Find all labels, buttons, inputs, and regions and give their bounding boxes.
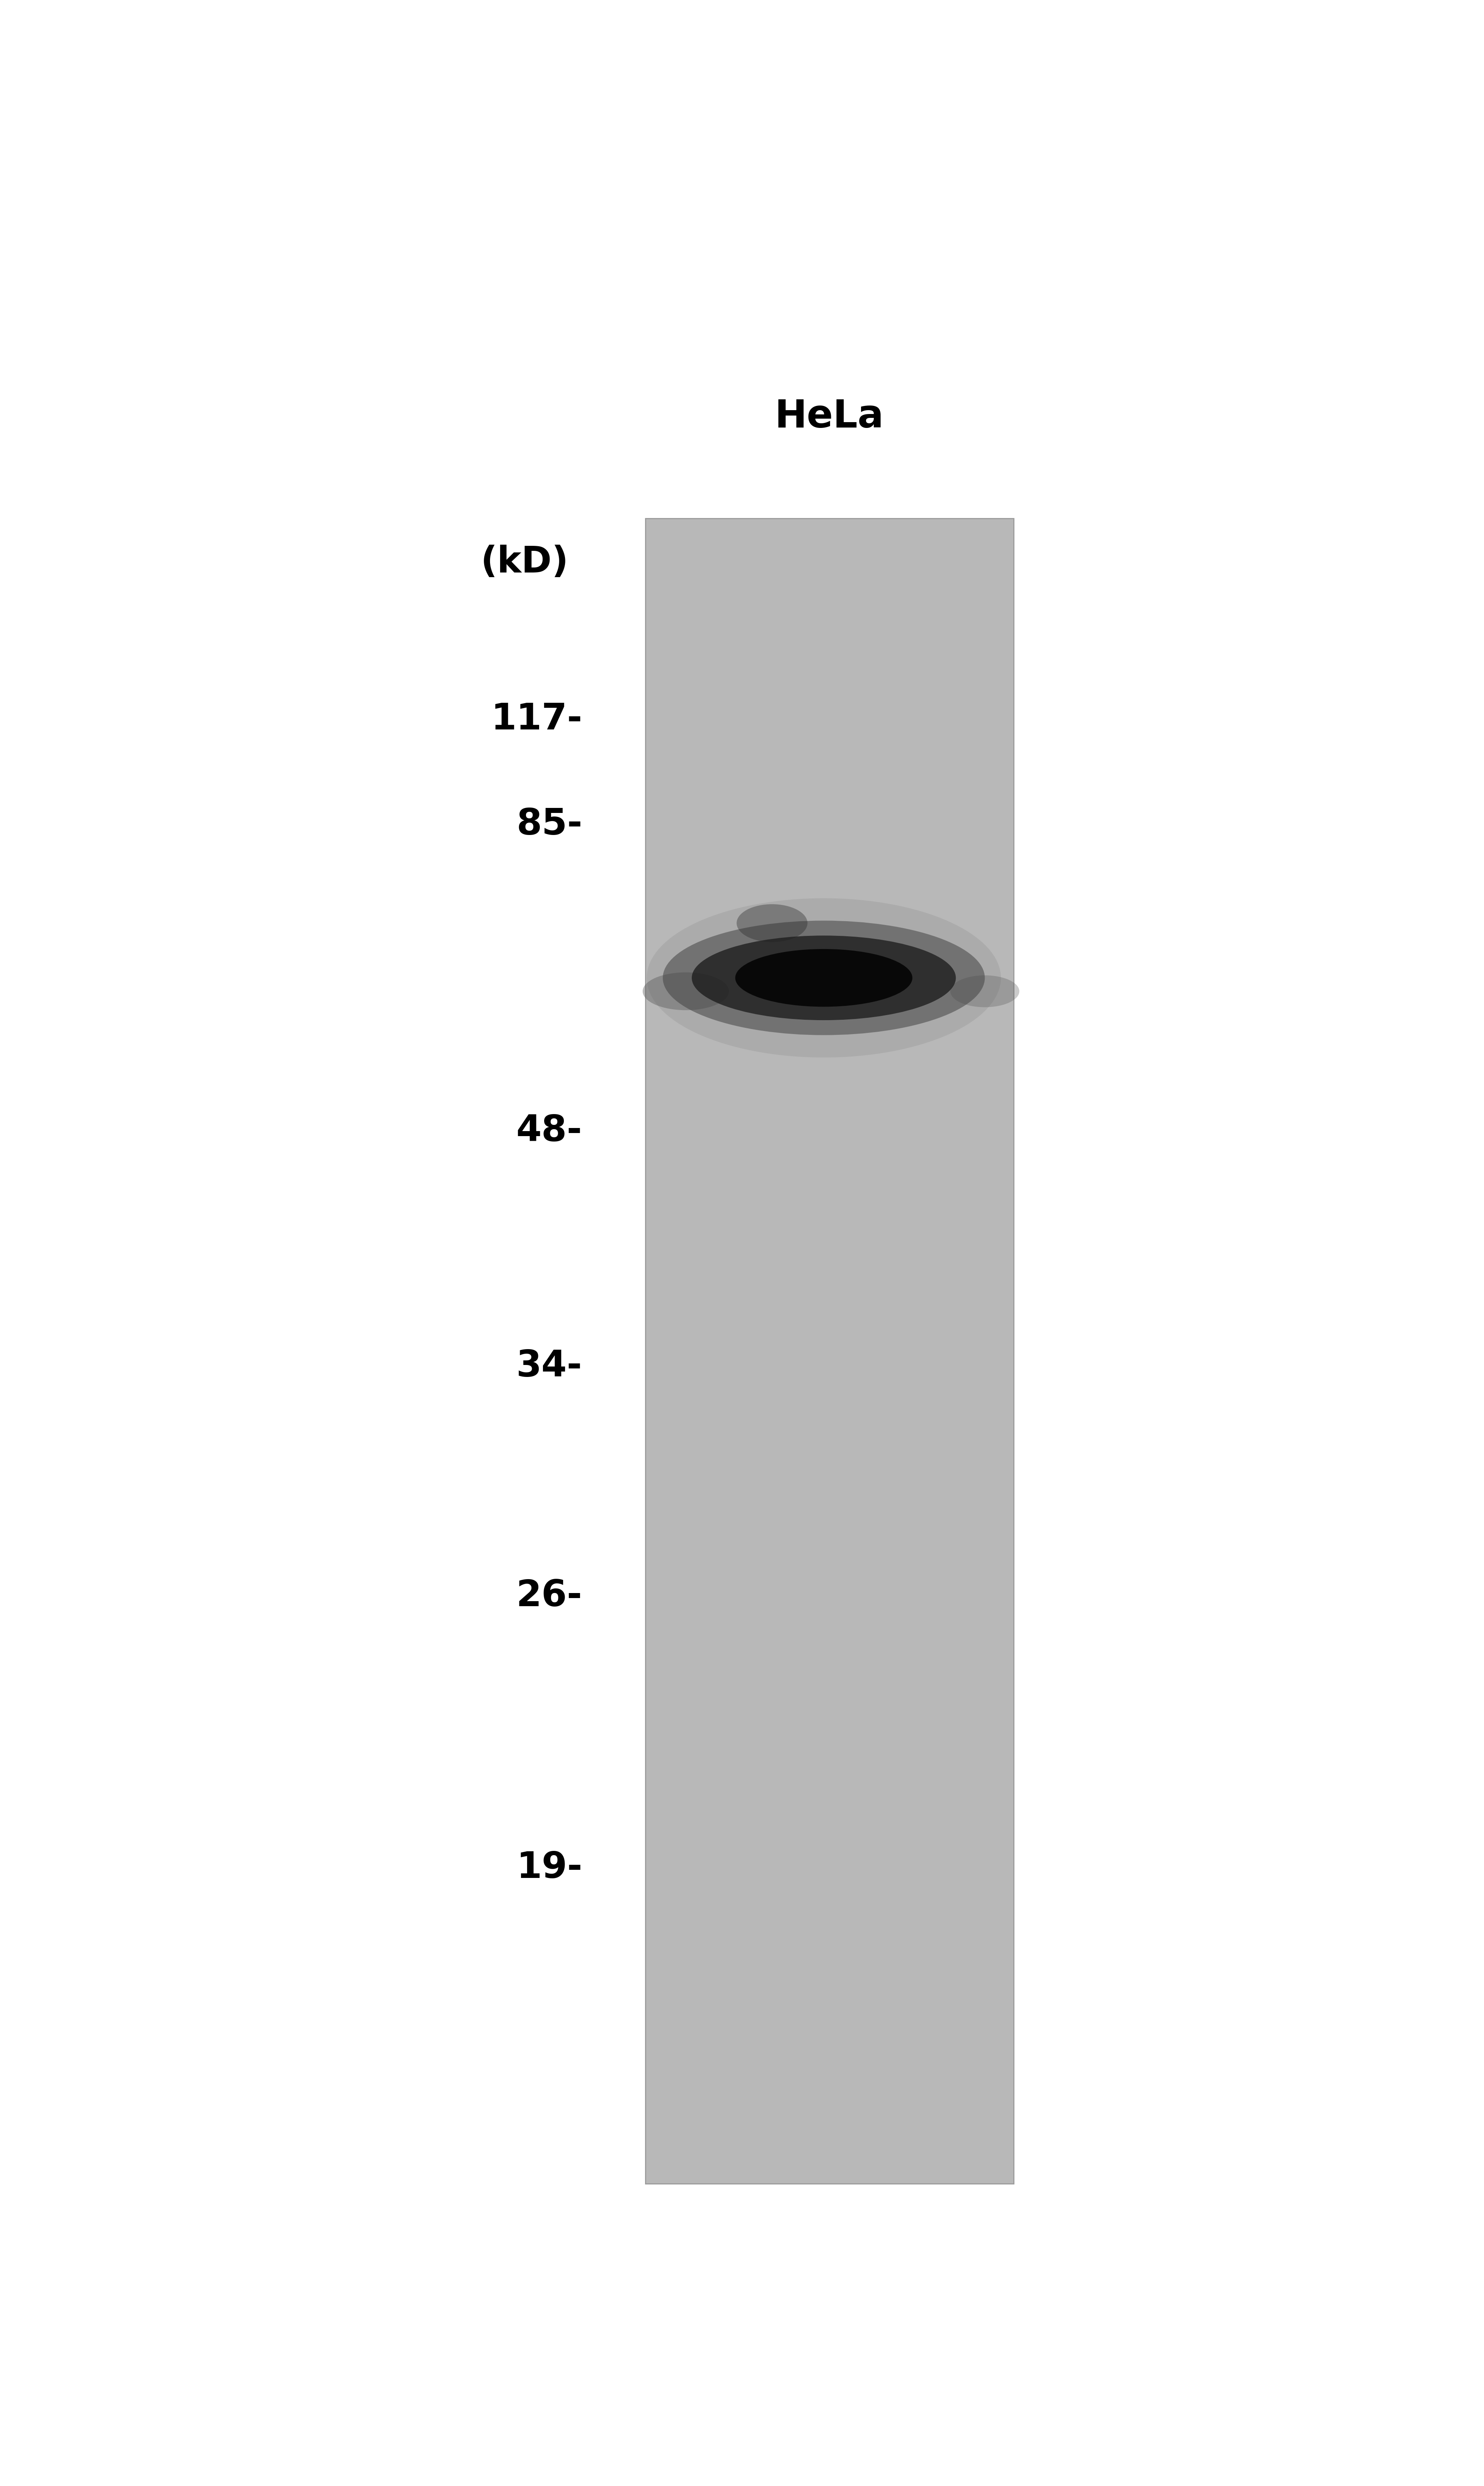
Text: 117-: 117- (491, 701, 582, 738)
Text: 48-: 48- (516, 1114, 582, 1149)
Ellipse shape (735, 950, 913, 1007)
Text: (kD): (kD) (481, 544, 568, 579)
Ellipse shape (643, 972, 729, 1009)
Ellipse shape (647, 897, 1000, 1057)
Text: HeLa: HeLa (775, 398, 884, 435)
Text: 19-: 19- (516, 1850, 582, 1887)
Ellipse shape (663, 920, 985, 1034)
Ellipse shape (692, 935, 956, 1019)
Text: 26-: 26- (516, 1579, 582, 1613)
Text: 34-: 34- (516, 1350, 582, 1385)
Bar (646, 520, 1014, 2183)
Text: 85-: 85- (516, 808, 582, 843)
Ellipse shape (950, 975, 1020, 1007)
Ellipse shape (736, 905, 807, 942)
